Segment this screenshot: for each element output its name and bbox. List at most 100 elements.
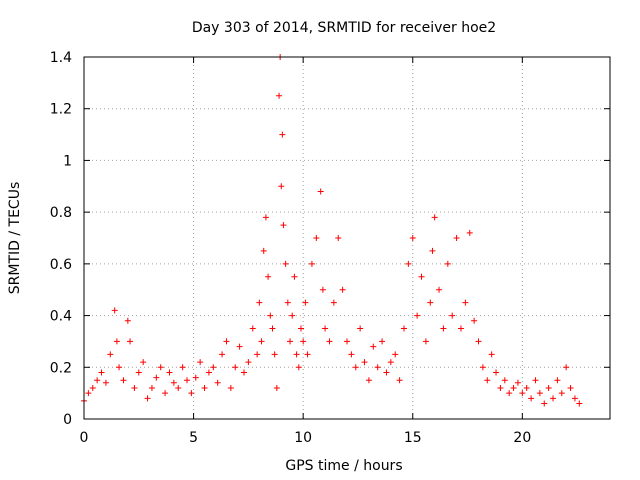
data-point [506, 390, 513, 397]
data-point [418, 273, 425, 280]
data-point [249, 325, 256, 332]
data-point [166, 369, 173, 376]
data-point [409, 235, 416, 241]
x-tick-label: 5 [189, 430, 198, 446]
data-point [352, 364, 359, 371]
data-point [120, 377, 127, 384]
x-tick-label: 10 [294, 430, 312, 446]
data-point [124, 317, 131, 324]
data-point [532, 377, 539, 384]
data-point [519, 390, 526, 397]
data-point [514, 379, 521, 386]
data-point [232, 364, 239, 371]
data-point [219, 351, 226, 358]
data-point [545, 384, 552, 391]
data-point [162, 390, 169, 397]
data-point [245, 359, 252, 366]
data-point [135, 369, 142, 376]
y-tick-label: 0.4 [50, 309, 72, 325]
data-point [510, 384, 517, 391]
grid [84, 57, 610, 419]
data-point [335, 235, 342, 241]
data-point [374, 364, 381, 371]
data-point [429, 247, 436, 254]
data-point [276, 92, 283, 99]
data-point [240, 369, 247, 376]
data-point [111, 307, 118, 314]
data-point [148, 384, 155, 391]
data-point [280, 222, 287, 229]
data-point [348, 351, 355, 358]
data-point [357, 325, 364, 332]
data-point [144, 395, 151, 402]
data-point [284, 299, 291, 306]
y-tick-label: 0.6 [50, 257, 72, 273]
plot-frame [83, 56, 611, 420]
data-point [297, 325, 304, 332]
data-point [344, 338, 350, 345]
data-point [444, 260, 451, 267]
data-point [279, 131, 286, 138]
data-point [400, 325, 407, 332]
data-point [567, 384, 574, 391]
data-point [550, 395, 557, 402]
data-point [184, 377, 191, 384]
data-point [523, 384, 530, 391]
data-point [361, 359, 368, 366]
data-point [501, 377, 508, 384]
data-point [576, 400, 583, 407]
data-point [427, 299, 434, 306]
data-point [102, 379, 109, 386]
data-point [326, 338, 333, 345]
data-point [300, 338, 307, 345]
data-point [179, 364, 186, 371]
y-tick-label: 1.4 [50, 50, 72, 66]
data-point [267, 312, 274, 319]
data-point [289, 312, 296, 319]
data-point [457, 325, 464, 332]
data-points [81, 54, 583, 407]
data-point [536, 390, 543, 397]
data-point [302, 299, 309, 306]
y-tick-label: 0 [63, 412, 72, 428]
data-point [414, 312, 421, 319]
data-point [210, 364, 217, 371]
data-point [131, 384, 138, 391]
data-point [113, 338, 120, 345]
data-point [475, 338, 482, 345]
data-point [304, 351, 311, 358]
data-point [365, 377, 372, 384]
data-point [227, 384, 234, 391]
y-axis-label: SRMTID / TECUs [7, 182, 23, 295]
y-tick-label: 0.2 [50, 360, 72, 376]
data-point [85, 390, 92, 397]
data-point [282, 260, 289, 267]
data-point [254, 351, 261, 358]
data-point [319, 286, 326, 293]
data-point [197, 359, 204, 366]
data-point [479, 364, 486, 371]
data-point [89, 384, 96, 391]
data-point [157, 364, 164, 371]
data-point [405, 260, 412, 267]
x-tick-label: 20 [513, 430, 531, 446]
data-point [256, 299, 263, 306]
data-point [262, 214, 269, 221]
data-point [440, 325, 447, 332]
data-point [188, 390, 195, 397]
data-point [396, 377, 403, 384]
data-point [370, 343, 377, 350]
ticks: 0 0.2 0.4 0.6 0.8 1 1.2 1.4 0 5 10 15 20 [50, 50, 610, 446]
data-point [379, 338, 386, 345]
data-point [383, 369, 390, 376]
data-point [422, 338, 429, 345]
data-point [273, 384, 280, 391]
data-point [541, 400, 548, 407]
data-point [488, 351, 495, 358]
data-point [223, 338, 230, 345]
data-point [278, 183, 285, 190]
data-point [339, 286, 346, 293]
data-point [107, 351, 114, 358]
data-point [436, 286, 443, 293]
